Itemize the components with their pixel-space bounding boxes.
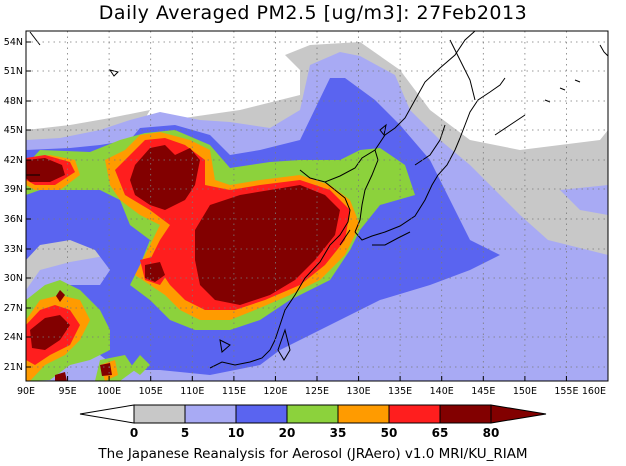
coastline	[26, 31, 608, 369]
colorbar-box	[235, 404, 288, 424]
lon-label: 90E	[17, 386, 35, 397]
grid-lines	[26, 31, 608, 381]
lat-label: 42N	[4, 155, 23, 166]
lat-label: 27N	[4, 303, 23, 314]
colorbar-box	[184, 404, 237, 424]
lon-labels: 90E 95E 100E 105E 110E 115E 120E 125E 13…	[17, 386, 606, 397]
colorbar-box	[286, 404, 339, 424]
lat-label: 45N	[4, 125, 23, 136]
lat-label: 24N	[4, 332, 23, 343]
lon-label: 105E	[139, 386, 163, 397]
colorbar: 0 5 10 20 35 50 65 80	[79, 404, 547, 440]
lon-ticks	[67, 376, 567, 381]
colorbar-label: 20	[279, 426, 296, 440]
lon-label: 115E	[222, 386, 246, 397]
lon-label: 120E	[263, 386, 287, 397]
colorbar-label: 50	[381, 426, 398, 440]
lon-label: 95E	[59, 386, 77, 397]
colorbar-max-arrow	[490, 404, 547, 424]
colorbar-label: 65	[432, 426, 449, 440]
colorbar-label: 0	[130, 426, 138, 440]
lon-label: 110E	[180, 386, 204, 397]
lat-ticks	[26, 41, 31, 368]
lon-label: 125E	[305, 386, 329, 397]
colorbar-label: 5	[181, 426, 189, 440]
colorbar-boxes	[133, 404, 492, 424]
lat-label: 48N	[4, 96, 23, 107]
colorbar-box	[337, 404, 390, 424]
lon-label: 100E	[97, 386, 121, 397]
colorbar-label: 35	[330, 426, 347, 440]
lat-labels: 54N 51N 48N 45N 42N 39N 36N 33N 30N 27N …	[4, 37, 23, 373]
lat-label: 39N	[4, 184, 23, 195]
colorbar-box	[133, 404, 186, 424]
colorbar-box	[439, 404, 492, 424]
lat-label: 54N	[4, 37, 23, 48]
lat-label: 30N	[4, 273, 23, 284]
lat-label: 33N	[4, 244, 23, 255]
lat-label: 36N	[4, 214, 23, 225]
colorbar-label: 10	[228, 426, 245, 440]
concentration-field	[26, 31, 608, 381]
map-title: Daily Averaged PM2.5 [ug/m3]: 27Feb2013	[98, 2, 528, 24]
lat-label: 51N	[4, 66, 23, 77]
lon-label: 130E	[347, 386, 371, 397]
lon-label: 160E	[582, 386, 606, 397]
lat-label: 21N	[4, 362, 23, 373]
credit-line: The Japanese Reanalysis for Aerosol (JRA…	[98, 446, 528, 462]
lon-label: 140E	[430, 386, 454, 397]
lon-label: 150E	[513, 386, 537, 397]
lon-label: 145E	[471, 386, 495, 397]
colorbar-min-arrow	[79, 404, 135, 424]
colorbar-label: 80	[483, 426, 500, 440]
lon-label: 155E	[554, 386, 578, 397]
colorbar-box	[388, 404, 441, 424]
lon-label: 135E	[388, 386, 412, 397]
